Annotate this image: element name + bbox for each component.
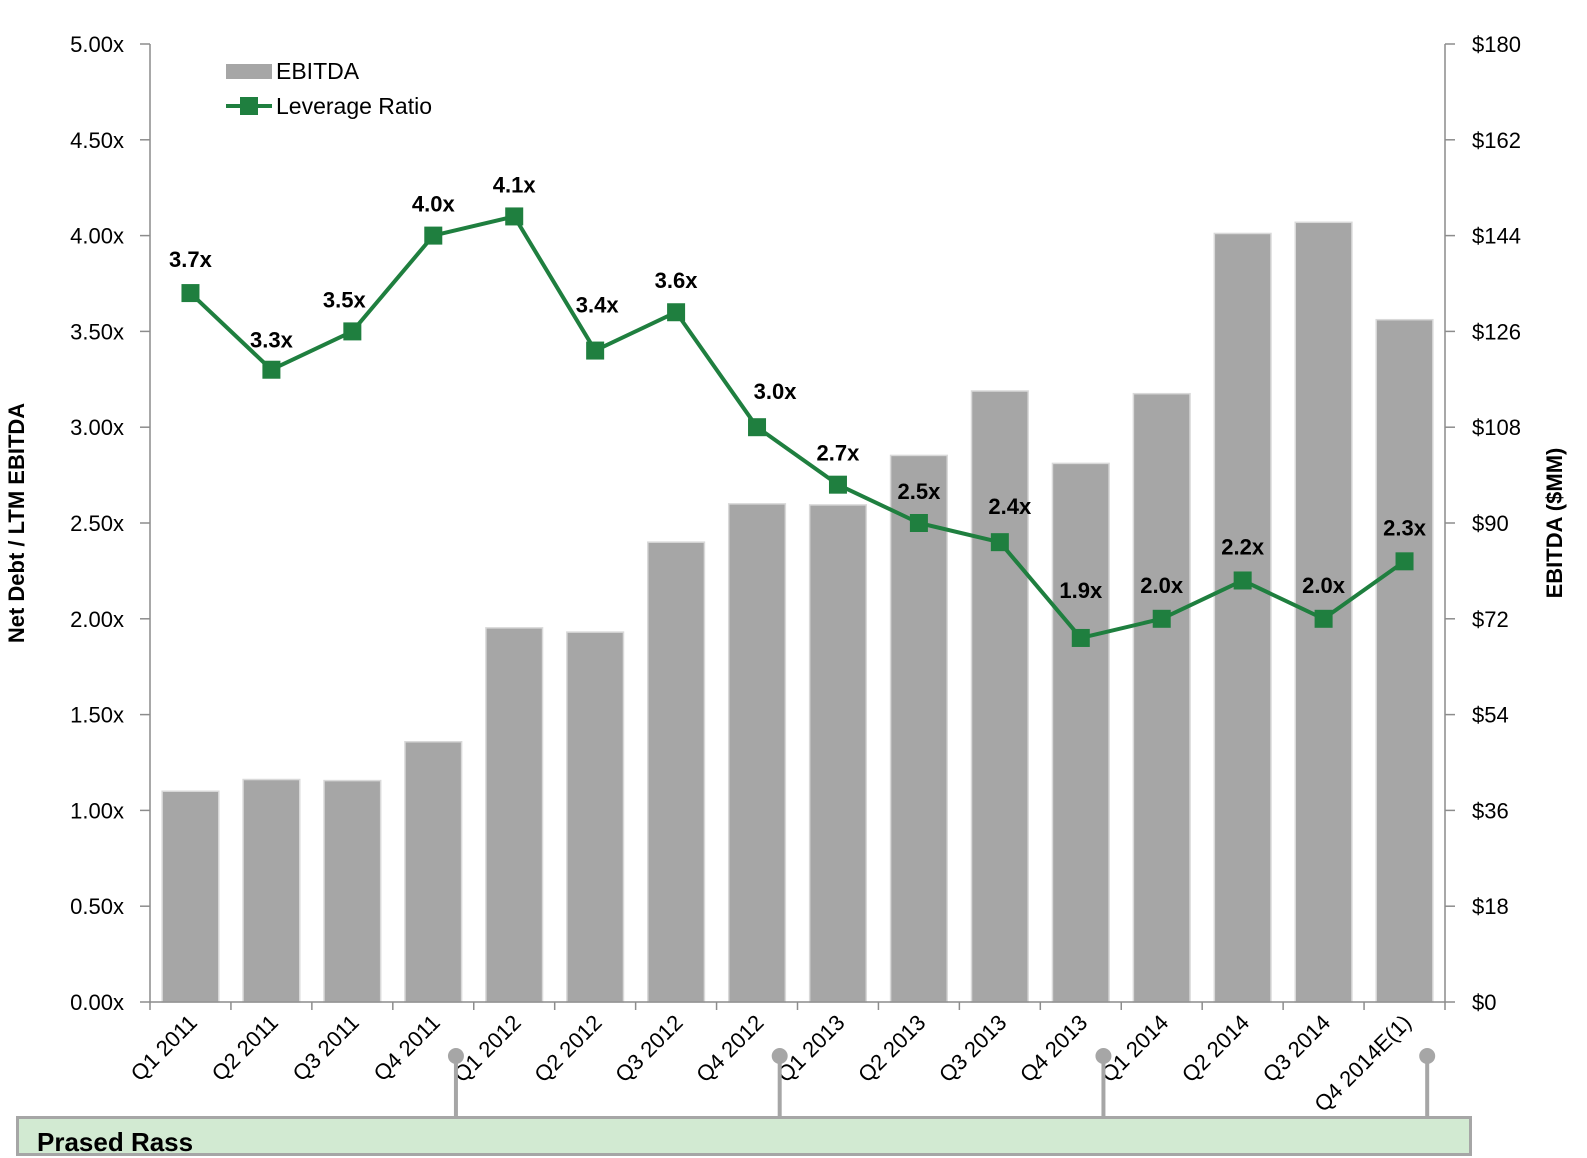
event-marker-dot-3: [1419, 1048, 1436, 1064]
right-tick-label-2: $36: [1472, 798, 1509, 823]
leverage-label-10: 2.4x: [988, 494, 1032, 519]
leverage-ratio-line: [189, 214, 1406, 640]
bar-12: [1132, 392, 1191, 1003]
left-tick-label-5: 2.50x: [70, 511, 124, 536]
leverage-point-8: [828, 475, 847, 494]
x-tick-label-0: Q1 2011: [126, 1010, 202, 1086]
left-tick-label-7: 3.50x: [70, 319, 124, 344]
x-tick-label-1: Q2 2011: [207, 1010, 283, 1086]
right-tick-label-8: $144: [1472, 224, 1521, 249]
leverage-label-3: 4.0x: [412, 192, 456, 217]
bar-9: [889, 454, 948, 1003]
right-tick-label-7: $126: [1472, 319, 1521, 344]
leverage-label-7: 3.0x: [754, 379, 798, 404]
leverage-label-5: 3.4x: [576, 293, 620, 318]
leverage-point-10: [990, 533, 1009, 552]
right-tick-label-10: $180: [1472, 32, 1521, 57]
left-tick-label-2: 1.00x: [70, 798, 124, 823]
leverage-label-2: 3.5x: [323, 287, 367, 312]
leverage-label-0: 3.7x: [169, 247, 213, 272]
bar-1: [242, 778, 301, 1003]
bar-13: [1213, 232, 1272, 1003]
left-tick-label-8: 4.00x: [70, 224, 124, 249]
bar-5: [566, 631, 625, 1003]
leverage-label-12: 2.0x: [1140, 573, 1184, 598]
x-tick-label-8: Q1 2013: [772, 1010, 849, 1087]
right-tick-label-4: $72: [1472, 607, 1509, 632]
left-tick-label-3: 1.50x: [70, 703, 124, 728]
leverage-label-11: 1.9x: [1059, 578, 1103, 603]
leverage-label-15: 2.3x: [1383, 515, 1427, 540]
left-tick-label-9: 4.50x: [70, 128, 124, 153]
x-tick-label-7: Q4 2012: [691, 1010, 768, 1087]
leverage-point-4: [505, 207, 524, 226]
bar-8: [808, 504, 868, 1003]
event-marker-dot-2: [1095, 1048, 1112, 1064]
x-tick-label-6: Q3 2012: [610, 1010, 687, 1087]
leverage-point-14: [1314, 609, 1333, 628]
bar-10: [970, 390, 1029, 1003]
leverage-label-13: 2.2x: [1221, 534, 1265, 559]
x-tick-label-10: Q3 2013: [934, 1010, 1011, 1087]
bar-15: [1375, 318, 1434, 1003]
x-tick-label-4: Q1 2012: [448, 1010, 525, 1087]
leverage-point-0: [181, 284, 200, 303]
x-tick-label-3: Q4 2011: [369, 1010, 445, 1086]
event-marker-dot-0: [447, 1048, 464, 1064]
right-tick-label-1: $18: [1472, 894, 1509, 919]
legend-ebitda-swatch: [226, 64, 272, 79]
leverage-label-4: 4.1x: [493, 172, 537, 197]
leverage-point-3: [424, 226, 443, 245]
leverage-point-1: [262, 360, 281, 379]
leverage-point-5: [586, 341, 605, 360]
leverage-label-6: 3.6x: [655, 268, 699, 293]
bar-2: [323, 779, 382, 1003]
legend-leverage-marker: [240, 97, 258, 115]
right-tick-label-3: $54: [1472, 703, 1509, 728]
leverage-point-11: [1071, 628, 1090, 647]
x-tick-label-12: Q1 2014: [1096, 1010, 1173, 1087]
left-tick-label-6: 3.00x: [70, 415, 124, 440]
leverage-point-7: [748, 418, 767, 437]
left-tick-label-1: 0.50x: [70, 894, 124, 919]
bar-3: [404, 740, 463, 1003]
event-marker-dot-1: [771, 1048, 788, 1064]
right-tick-label-6: $108: [1472, 415, 1521, 440]
left-axis-title: Net Debt / LTM EBITDA: [4, 403, 29, 643]
leverage-point-12: [1152, 609, 1171, 628]
left-tick-label-0: 0.00x: [70, 990, 124, 1015]
bar-11: [1051, 462, 1110, 1003]
leverage-label-1: 3.3x: [250, 328, 294, 353]
leverage-point-13: [1233, 571, 1252, 590]
leverage-label-9: 2.5x: [897, 479, 941, 504]
legend-leverage-label: Leverage Ratio: [276, 93, 432, 119]
x-tick-label-11: Q4 2013: [1015, 1010, 1092, 1087]
bar-0: [161, 790, 220, 1003]
leverage-label-14: 2.0x: [1302, 573, 1346, 598]
left-tick-label-4: 2.00x: [70, 607, 124, 632]
x-tick-label-9: Q2 2013: [853, 1010, 930, 1087]
bar-6: [647, 541, 706, 1003]
leverage-point-6: [667, 303, 686, 322]
x-tick-label-5: Q2 2012: [529, 1010, 606, 1087]
bar-4: [485, 627, 544, 1003]
right-tick-label-5: $90: [1472, 511, 1509, 536]
leverage-point-15: [1395, 552, 1414, 571]
right-axis-title: EBITDA ($MM): [1542, 448, 1567, 599]
x-tick-label-14: Q3 2014: [1258, 1010, 1335, 1087]
x-tick-label-13: Q2 2014: [1177, 1010, 1254, 1087]
leverage-point-9: [909, 514, 928, 532]
footer-panel: Prased Rass: [16, 1116, 1472, 1157]
right-tick-label-9: $162: [1472, 128, 1521, 153]
left-tick-label-10: 5.00x: [70, 32, 124, 57]
legend-ebitda-label: EBITDA: [276, 58, 360, 84]
leverage-point-2: [343, 322, 362, 341]
footer-title: Prased Rass: [37, 1127, 194, 1157]
right-tick-label-0: $0: [1472, 990, 1496, 1015]
leverage-label-8: 2.7x: [817, 441, 861, 466]
bar-7: [727, 503, 787, 1003]
x-tick-label-2: Q3 2011: [288, 1010, 364, 1086]
